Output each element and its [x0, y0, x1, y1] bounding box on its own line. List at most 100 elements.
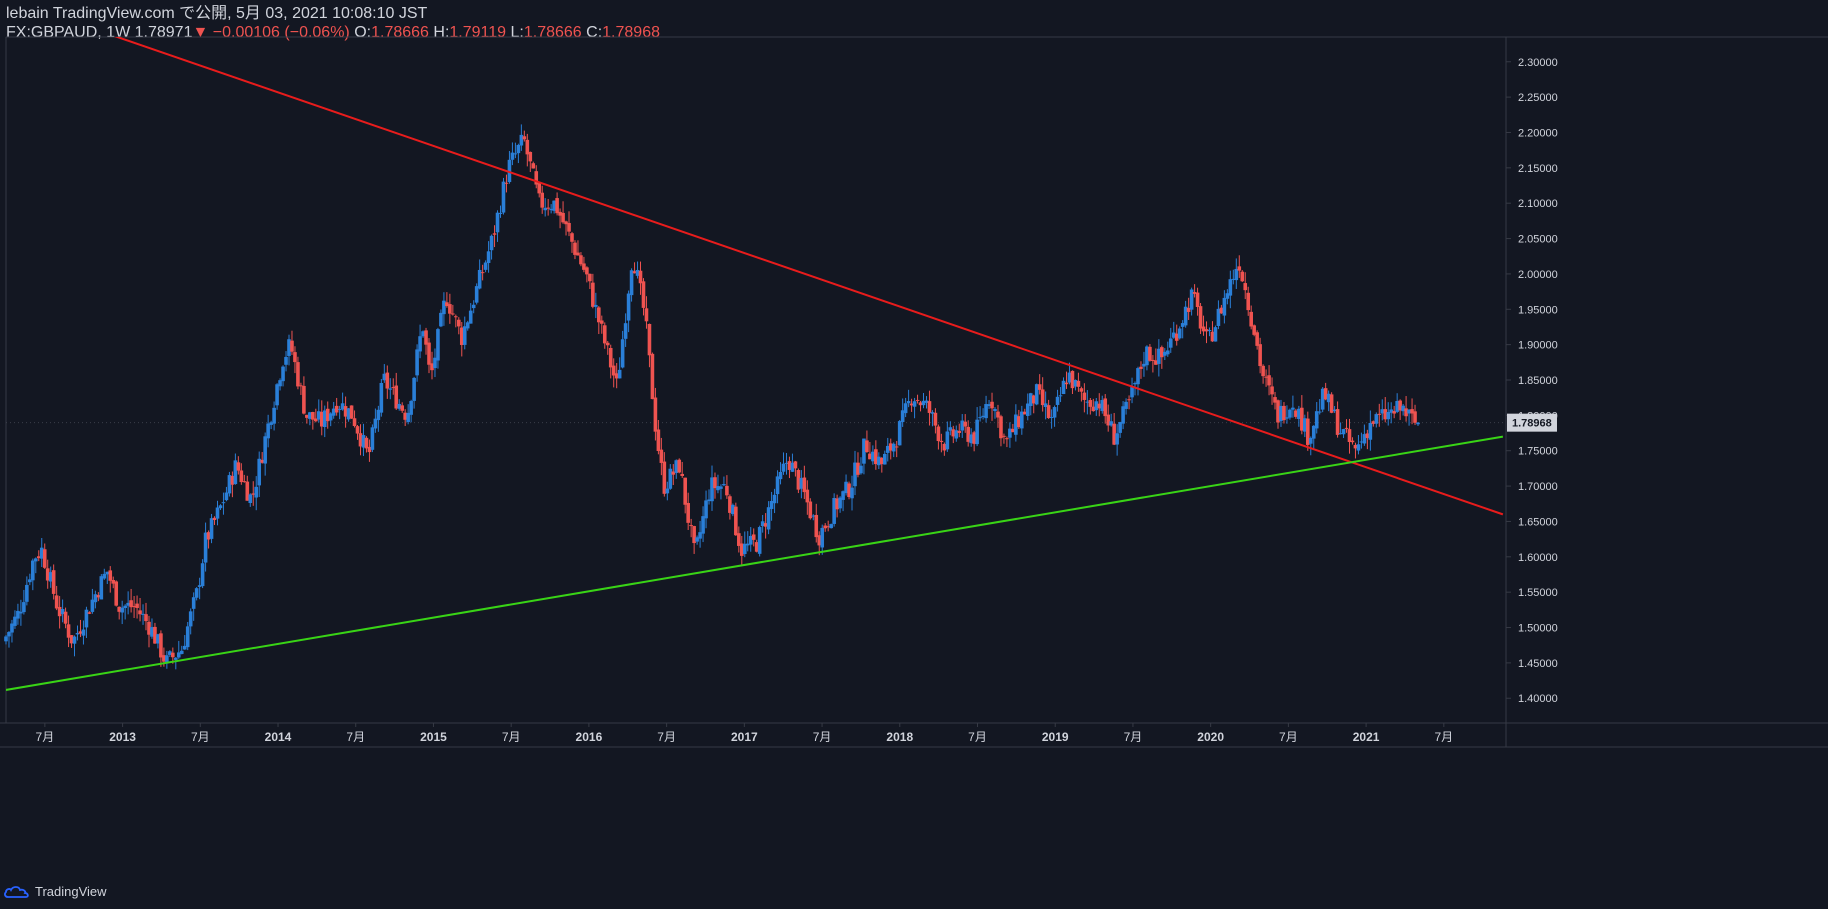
candle-body [1305, 418, 1310, 445]
candle-body [853, 462, 857, 487]
candle-body [427, 342, 431, 365]
candle-body [1243, 283, 1248, 291]
candle-body [1213, 327, 1218, 342]
candle [921, 392, 926, 409]
candle [489, 234, 494, 260]
candle [1267, 365, 1271, 396]
candle [871, 445, 875, 465]
candle-body [683, 477, 687, 505]
candle [993, 407, 997, 419]
candle [245, 475, 250, 501]
candle [361, 423, 366, 457]
candle [150, 618, 154, 639]
candle [1380, 399, 1385, 421]
candle [1398, 399, 1402, 420]
candle [215, 500, 220, 526]
candle [331, 401, 336, 419]
candle [287, 334, 291, 366]
candle-body [1002, 435, 1006, 437]
candle [1091, 398, 1096, 412]
candle-body [418, 336, 422, 352]
candle-body [1082, 392, 1087, 400]
candle-body [757, 527, 762, 554]
candle [725, 475, 729, 499]
candle [638, 261, 643, 295]
candle-body [823, 525, 828, 529]
candle-body [611, 365, 616, 376]
candle [165, 650, 169, 669]
candle [96, 592, 101, 602]
candle [60, 599, 65, 623]
candle [817, 531, 822, 556]
candle [680, 461, 685, 478]
candle-body [328, 413, 333, 421]
candle-body [1386, 412, 1391, 420]
candle [933, 408, 938, 434]
candle-body [695, 537, 699, 542]
candle-body [1043, 403, 1048, 407]
candle-body [1136, 368, 1140, 385]
candle [763, 513, 768, 539]
candle-body [1005, 438, 1009, 440]
candle [316, 399, 321, 423]
candle-body [725, 485, 729, 496]
candle-body [129, 600, 133, 608]
candle [1079, 386, 1084, 402]
candle [81, 620, 86, 645]
candle-body [972, 432, 976, 444]
candle [710, 465, 714, 511]
resistance-trendline[interactable] [107, 33, 1504, 516]
candle [84, 606, 89, 638]
candle [99, 574, 104, 600]
candle-body [308, 412, 312, 419]
candle-body [394, 385, 399, 409]
candle-body [1347, 429, 1352, 443]
y-tick-label: 1.50000 [1518, 623, 1558, 635]
candle [456, 317, 461, 335]
candle-body [1124, 401, 1128, 409]
candle [159, 630, 163, 667]
candle [978, 406, 982, 422]
candle-body [1133, 383, 1137, 385]
candle-body [319, 411, 324, 427]
candle [45, 559, 50, 589]
candle-body [918, 402, 923, 406]
candle [1127, 395, 1131, 410]
candle [859, 457, 863, 475]
support-trendline[interactable] [0, 435, 1504, 702]
trendlines[interactable] [0, 33, 1504, 702]
candle-body [1276, 400, 1280, 423]
candle [269, 420, 273, 430]
candle-body [1249, 311, 1253, 327]
candle-body [1359, 441, 1364, 443]
candle-body [859, 465, 863, 474]
candle-body [188, 611, 193, 627]
candle-body [1314, 411, 1319, 429]
candle-body [19, 611, 23, 614]
candle-body [1204, 329, 1209, 332]
candle [1168, 327, 1173, 353]
candle [754, 539, 759, 553]
candle [1261, 364, 1265, 384]
candle [224, 486, 229, 502]
candle-body [1380, 409, 1385, 414]
candle [1183, 300, 1188, 328]
candle [400, 402, 404, 413]
candle-body [906, 401, 911, 404]
candle [406, 404, 410, 425]
candle-body [1234, 268, 1239, 281]
footer[interactable]: TradingView [4, 880, 107, 902]
x-tick-label: 2016 [576, 730, 603, 744]
candle [10, 619, 14, 643]
candle-body [182, 645, 187, 650]
candle-body [698, 532, 702, 539]
candle-body [546, 207, 550, 209]
candle-body [975, 419, 979, 445]
candle [1368, 410, 1373, 451]
candle [1294, 408, 1298, 419]
candle-body [474, 286, 479, 303]
candle-body [343, 406, 348, 417]
candle [1171, 321, 1176, 339]
x-tick-label: 7月 [1434, 730, 1453, 744]
